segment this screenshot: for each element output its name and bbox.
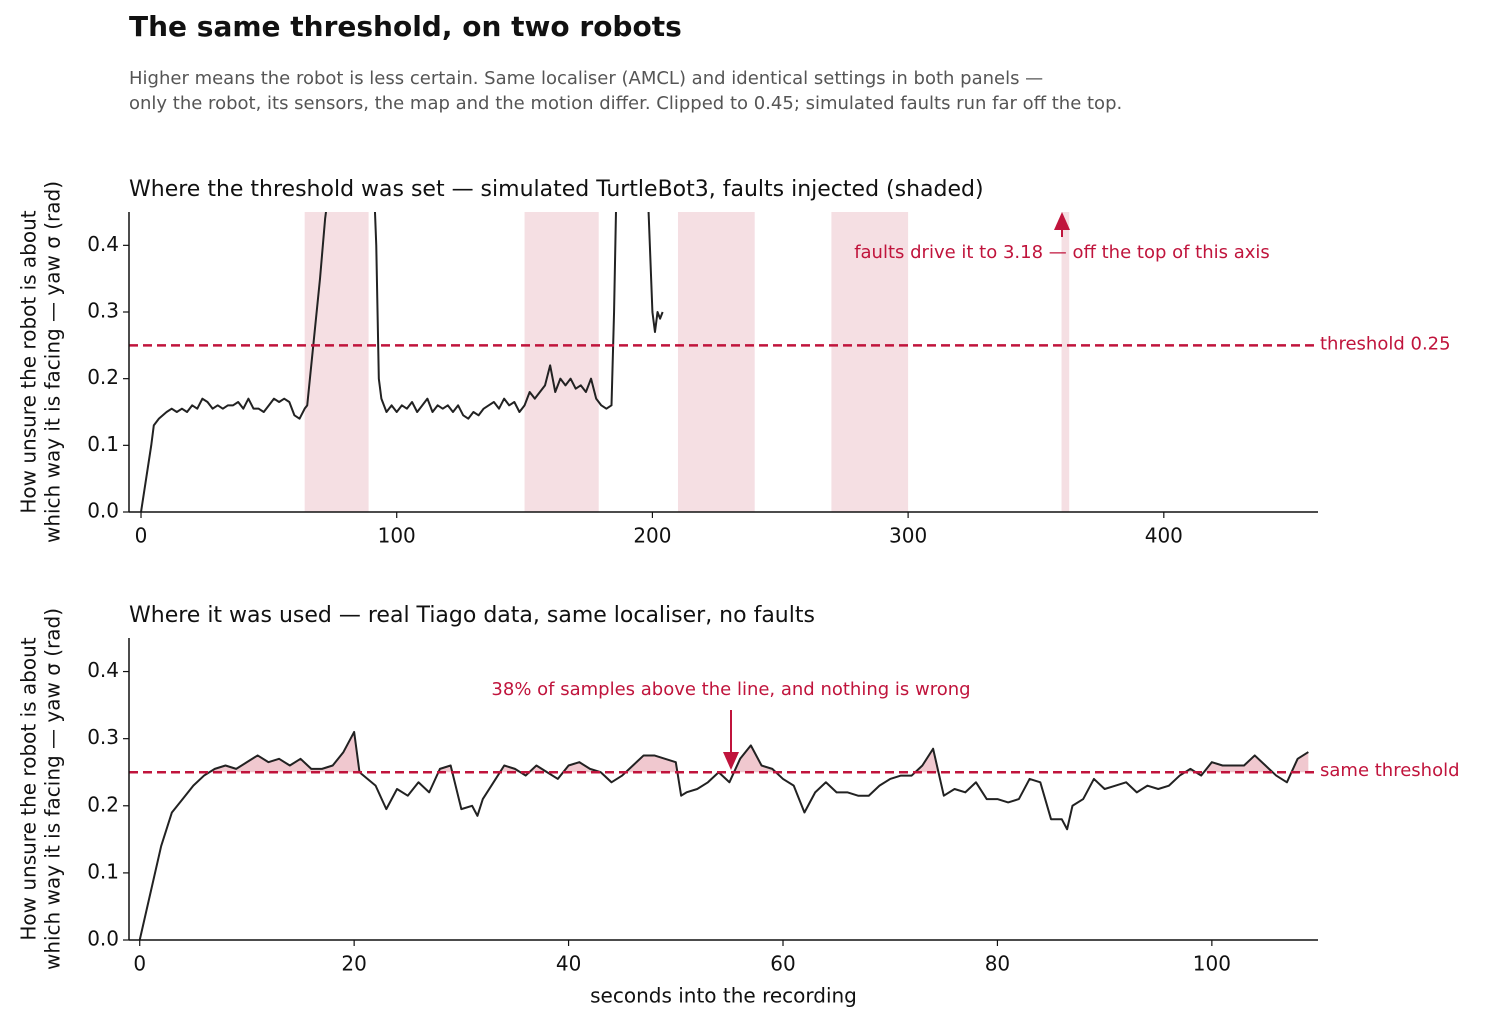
x-tick-label: 0 [133, 952, 146, 976]
panel-title: Where the threshold was set — simulated … [129, 177, 984, 202]
annotation: 38% of samples above the line, and nothi… [491, 679, 970, 700]
threshold-label: same threshold [1320, 760, 1460, 781]
threshold-label: threshold 0.25 [1320, 333, 1451, 354]
y-tick-label: 0.2 [87, 792, 119, 816]
x-tick-label: 40 [556, 952, 581, 976]
x-tick-label: 200 [633, 524, 671, 548]
x-tick-label: 60 [770, 952, 795, 976]
fault-span [304, 212, 369, 512]
fault-span [1061, 212, 1070, 512]
y-tick-label: 0.2 [87, 365, 119, 389]
y-axis-label: How unsure the robot is about [17, 210, 41, 513]
x-tick-label: 400 [1145, 524, 1183, 548]
above-threshold-fill [1291, 752, 1309, 773]
above-threshold-fill [915, 748, 939, 773]
y-axis-label: which way it is facing — yaw σ (rad) [41, 608, 65, 970]
above-threshold-fill [499, 765, 521, 773]
y-tick-label: 0.4 [87, 658, 119, 682]
x-tick-label: 100 [1193, 952, 1231, 976]
y-tick-label: 0.1 [87, 432, 119, 456]
subtitle: Higher means the robot is less certain. … [129, 68, 1043, 89]
fault-span [677, 212, 755, 512]
y-tick-label: 0.3 [87, 725, 119, 749]
y-tick-label: 0.3 [87, 299, 119, 323]
panel: Where it was used — real Tiago data, sam… [17, 603, 1460, 1008]
fault-span [831, 212, 909, 512]
y-tick-label: 0.1 [87, 859, 119, 883]
y-axis-label: which way it is facing — yaw σ (rad) [41, 181, 65, 543]
x-tick-label: 0 [135, 524, 148, 548]
x-tick-label: 100 [378, 524, 416, 548]
x-axis-label: seconds into the recording [590, 984, 857, 1008]
panel-title: Where it was used — real Tiago data, sam… [129, 603, 815, 628]
y-tick-label: 0.0 [87, 499, 119, 523]
x-tick-label: 20 [341, 952, 366, 976]
annotation: faults drive it to 3.18 — off the top of… [854, 242, 1270, 263]
x-tick-label: 300 [889, 524, 927, 548]
y-axis-label: How unsure the robot is about [17, 637, 41, 940]
fault-span [524, 212, 599, 512]
subtitle: only the robot, its sensors, the map and… [129, 93, 1122, 114]
series-line [138, 730, 1309, 940]
above-threshold-fill [529, 755, 678, 773]
page-title: The same threshold, on two robots [129, 10, 682, 43]
x-tick-label: 80 [985, 952, 1010, 976]
plot-area [138, 730, 1309, 940]
panel: Where the threshold was set — simulated … [17, 177, 1451, 548]
y-tick-label: 0.0 [87, 927, 119, 951]
y-tick-label: 0.4 [87, 232, 119, 256]
plot-area [140, 212, 664, 512]
above-threshold-fill [1203, 755, 1273, 773]
series-line [140, 212, 664, 512]
